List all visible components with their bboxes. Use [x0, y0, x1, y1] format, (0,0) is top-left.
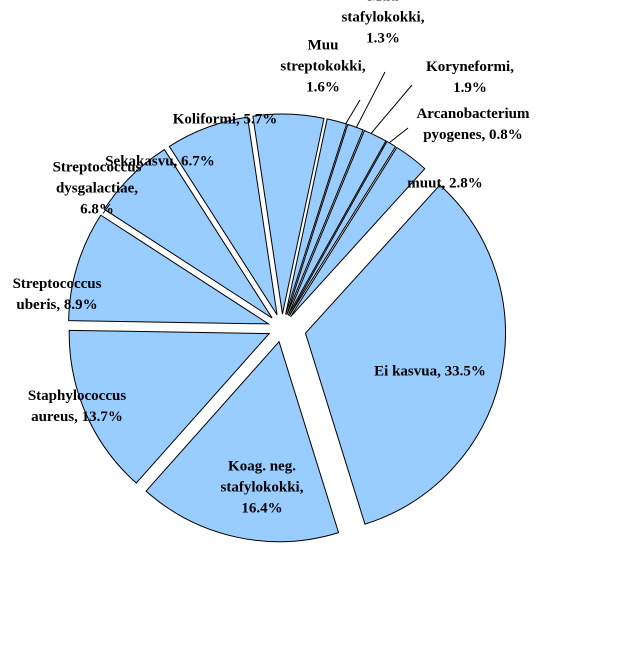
- pie-slice: [290, 146, 426, 318]
- leader-line: [367, 84, 413, 138]
- pie-slice: [168, 116, 278, 316]
- slice-label: 6.8%: [80, 201, 114, 217]
- slice-label: stafylokokki,: [342, 9, 425, 25]
- slice-label: Koryneformi,: [426, 59, 514, 75]
- slice-label: muut, 2.8%: [407, 175, 482, 191]
- slice-label: pyogenes, 0.8%: [423, 127, 523, 143]
- slice-label: 1.6%: [306, 79, 340, 95]
- slice-label: Koag. neg.: [228, 458, 296, 474]
- pie-slice: [286, 123, 364, 316]
- slice-label: Ei kasvua, 33.5%: [374, 363, 486, 379]
- pie-slice: [252, 113, 325, 315]
- slice-label: stafylokokki,: [221, 479, 304, 495]
- pie-slice: [288, 140, 397, 317]
- pie-slice: [103, 148, 273, 319]
- pie-slice: [287, 129, 387, 316]
- slice-label: 16.4%: [241, 500, 282, 516]
- slice-label: dysgalactiae,: [56, 180, 138, 196]
- slice-label: Muu: [368, 0, 399, 4]
- pie-slice: [285, 118, 348, 315]
- leader-line: [344, 99, 361, 126]
- slice-label: Sekakasvu, 6.7%: [105, 153, 215, 169]
- pie-slice: [304, 184, 506, 525]
- slice-label: Streptococcus: [13, 276, 102, 292]
- slice-label: Staphylococcus: [28, 388, 127, 404]
- slice-label: aureus, 13.7%: [31, 409, 123, 425]
- slice-label: uberis, 8.9%: [16, 297, 97, 313]
- slice-label: 1.3%: [366, 30, 400, 46]
- leader-line: [354, 71, 386, 131]
- slice-label: Koliformi, 5.7%: [173, 111, 278, 127]
- slice-label: Streptococcus: [53, 159, 142, 175]
- slice-label: Arcanobacterium: [416, 106, 530, 122]
- slice-label: Muu: [308, 37, 339, 53]
- pie-slice: [145, 340, 340, 543]
- slice-label: streptokokki,: [280, 58, 365, 74]
- pie-slice: [68, 214, 271, 325]
- slice-label: 1.9%: [453, 80, 487, 96]
- pie-slice: [68, 329, 271, 484]
